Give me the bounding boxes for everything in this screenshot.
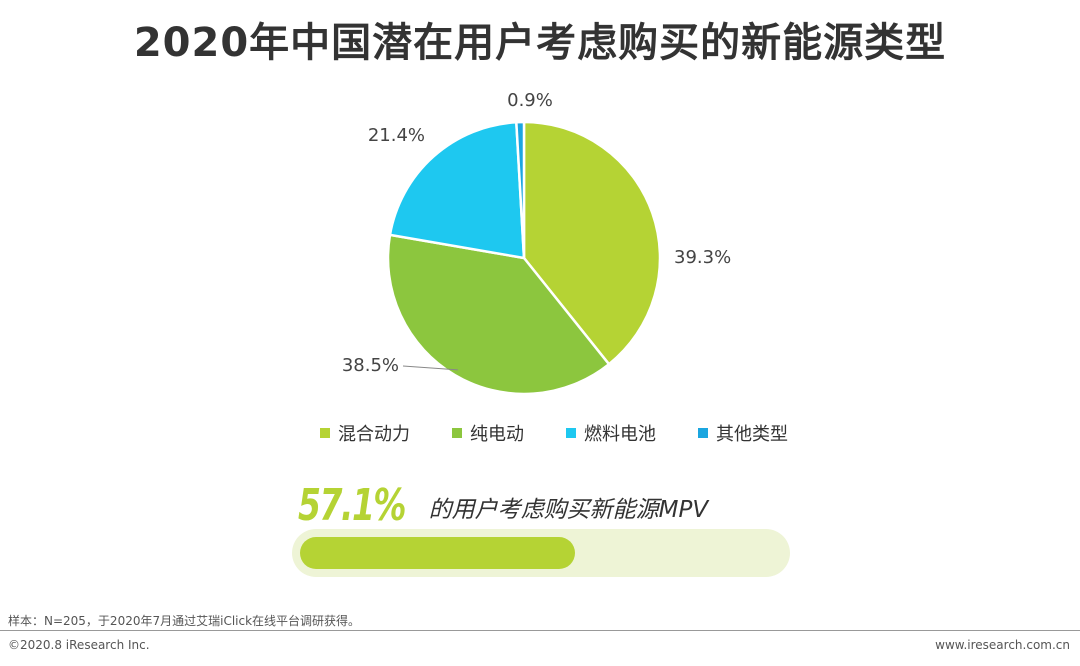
progress-bar-fill <box>300 537 576 569</box>
pie-labels: 39.3% 38.5% 21.4% 0.9% <box>342 90 731 376</box>
stat-description: 的用户考虑购买新能源MPV <box>428 497 709 523</box>
legend-label-3: 燃料电池 <box>584 424 656 445</box>
chart-legend: 混合动力 纯电动 燃料电池 其他类型 <box>320 420 830 446</box>
legend-swatch-4 <box>698 428 708 438</box>
legend-swatch-2 <box>452 428 462 438</box>
pie-chart: 39.3% 38.5% 21.4% 0.9% <box>342 90 731 396</box>
chart-title: 2020年中国潜在用户考虑购买的新能源类型 <box>133 20 947 66</box>
legend-label-1: 混合动力 <box>338 424 410 445</box>
pie-label-1: 39.3% <box>674 247 731 268</box>
legend-label-2: 纯电动 <box>470 424 524 445</box>
legend-item-4: 其他类型 <box>698 420 788 446</box>
pie-slice-1 <box>522 120 662 366</box>
website-link[interactable]: www.iresearch.com.cn <box>935 638 1070 652</box>
legend-label-4: 其他类型 <box>716 424 788 445</box>
pie-slice-3 <box>388 120 526 260</box>
pie-leader-line-2 <box>402 365 458 371</box>
pie-slice-4 <box>515 120 526 259</box>
pie-label-4: 0.9% <box>507 90 553 111</box>
pie-label-2: 38.5% <box>342 355 399 376</box>
stat-row: 57.1% 的用户考虑购买新能源MPV <box>298 470 708 530</box>
legend-swatch-1 <box>320 428 330 438</box>
copyright-text: ©2020.8 iResearch Inc. <box>8 638 150 652</box>
progress-bar <box>292 529 790 577</box>
pie-slices <box>386 120 662 396</box>
legend-swatch-3 <box>566 428 576 438</box>
pie-leader-lines <box>402 365 458 371</box>
legend-item-1: 混合动力 <box>320 420 410 446</box>
sample-note: 样本：N=205，于2020年7月通过艾瑞iClick在线平台调研获得。 <box>8 614 361 628</box>
pie-label-3: 21.4% <box>368 125 425 146</box>
stat-value: 57.1% <box>298 480 406 531</box>
legend-item-3: 燃料电池 <box>566 420 656 446</box>
pie-slice-2 <box>386 233 611 396</box>
legend-item-2: 纯电动 <box>452 420 524 446</box>
footer-divider <box>0 630 1080 631</box>
